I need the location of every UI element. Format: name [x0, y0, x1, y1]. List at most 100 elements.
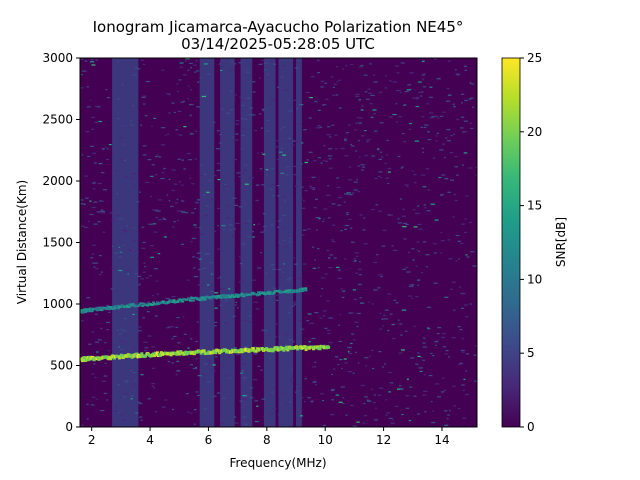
noise-speckle — [183, 168, 186, 170]
noise-speckle — [339, 359, 343, 361]
noise-speckle — [282, 214, 287, 217]
echo-point — [217, 296, 221, 299]
noise-speckle — [465, 353, 470, 355]
noise-speckle — [276, 185, 280, 187]
noise-speckle — [101, 380, 106, 382]
noise-speckle — [384, 363, 387, 365]
noise-speckle — [443, 410, 448, 412]
noise-speckle — [418, 228, 423, 230]
noise-speckle — [382, 325, 384, 327]
echo-point — [144, 354, 148, 358]
noise-speckle — [98, 163, 103, 165]
noise-speckle — [449, 409, 451, 412]
noise-speckle — [191, 183, 195, 185]
noise-speckle — [379, 328, 383, 330]
echo-point — [287, 290, 291, 293]
noise-speckle — [132, 249, 134, 252]
echo-point — [281, 346, 285, 350]
noise-speckle — [216, 162, 221, 165]
noise-speckle — [387, 167, 392, 170]
noise-speckle — [360, 109, 364, 111]
noise-speckle — [105, 146, 107, 148]
noise-speckle — [329, 254, 333, 256]
noise-speckle — [397, 319, 400, 321]
noise-speckle — [325, 160, 328, 162]
echo-point — [176, 301, 180, 304]
noise-speckle — [171, 169, 176, 171]
noise-speckle — [230, 235, 235, 238]
noise-speckle — [422, 151, 425, 153]
noise-speckle — [235, 139, 239, 141]
noise-speckle — [387, 293, 392, 295]
noise-speckle — [211, 198, 214, 200]
noise-speckle — [142, 271, 146, 273]
noise-speckle — [265, 169, 269, 171]
noise-speckle — [90, 257, 93, 259]
noise-speckle — [417, 223, 422, 226]
noise-speckle — [120, 158, 124, 161]
noise-speckle — [230, 109, 234, 111]
noise-speckle — [460, 116, 465, 118]
noise-speckle — [405, 407, 410, 409]
noise-speckle — [385, 177, 390, 179]
noise-speckle — [151, 367, 155, 369]
noise-speckle — [434, 58, 437, 60]
noise-speckle — [171, 295, 176, 298]
echo-point — [128, 303, 132, 306]
noise-speckle — [211, 294, 214, 296]
noise-speckle — [454, 155, 458, 158]
noise-speckle — [162, 217, 165, 219]
noise-speckle — [337, 277, 340, 279]
noise-speckle — [147, 159, 152, 161]
noise-speckle — [89, 61, 95, 63]
noise-speckle — [470, 251, 475, 253]
noise-speckle — [239, 263, 244, 265]
noise-speckle — [120, 328, 124, 330]
noise-speckle — [237, 307, 239, 309]
noise-speckle — [260, 152, 263, 154]
noise-speckle — [445, 349, 449, 352]
noise-speckle — [176, 90, 179, 93]
noise-speckle — [338, 324, 341, 326]
noise-speckle — [361, 135, 365, 137]
noise-speckle — [406, 89, 412, 91]
noise-speckle — [385, 414, 388, 416]
noise-speckle — [204, 94, 207, 96]
noise-speckle — [275, 336, 277, 338]
noise-speckle — [415, 105, 419, 108]
noise-speckle — [463, 130, 468, 133]
noise-speckle — [332, 86, 335, 88]
noise-speckle — [209, 362, 212, 364]
noise-speckle — [455, 73, 461, 75]
noise-speckle — [335, 66, 338, 68]
noise-speckle — [211, 370, 216, 372]
noise-speckle — [471, 83, 475, 85]
noise-speckle — [195, 340, 198, 343]
noise-speckle — [420, 126, 423, 129]
echo-point — [213, 349, 217, 353]
plot-area — [80, 58, 477, 427]
colorbar-tick-label: 10 — [527, 272, 542, 286]
noise-speckle — [195, 358, 199, 360]
noise-speckle — [373, 74, 376, 76]
x-tick-label: 6 — [205, 433, 213, 447]
noise-speckle — [256, 405, 259, 407]
noise-speckle — [188, 104, 194, 106]
noise-speckle — [399, 385, 402, 387]
noise-speckle — [142, 95, 147, 97]
echo-point — [197, 297, 201, 300]
noise-speckle — [334, 148, 338, 150]
noise-speckle — [364, 154, 368, 157]
noise-speckle — [80, 58, 84, 61]
noise-speckle — [404, 330, 408, 332]
noise-speckle — [406, 271, 411, 273]
echo-point — [96, 356, 100, 360]
noise-speckle — [217, 248, 222, 250]
noise-speckle — [359, 261, 361, 263]
noise-speckle — [357, 268, 362, 270]
noise-speckle — [146, 311, 150, 313]
noise-speckle — [407, 251, 411, 253]
noise-speckle — [370, 388, 373, 390]
noise-speckle — [418, 250, 420, 252]
colorbar-tick-label: 5 — [527, 346, 535, 360]
